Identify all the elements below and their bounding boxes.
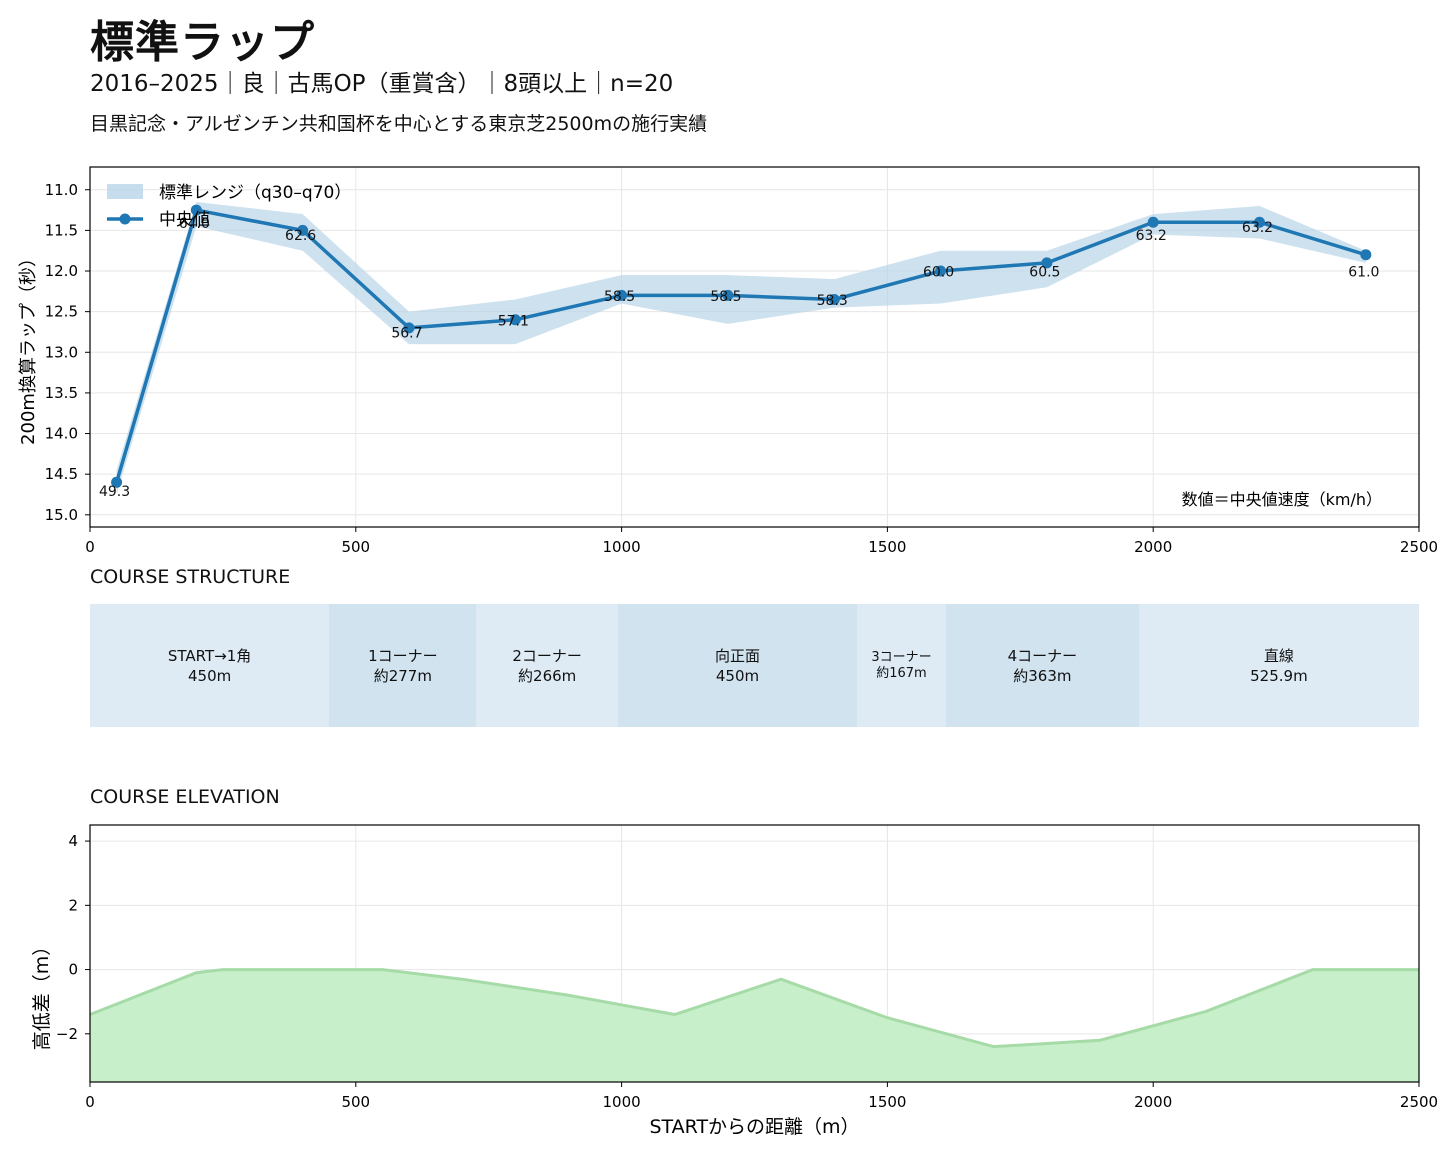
elev-y-axis-label: 高低差（m） [31, 937, 53, 1051]
lap-median-point [1041, 257, 1053, 269]
lap-ytick-label: 15.0 [45, 506, 78, 524]
course-segment: 1コーナー 約277m [329, 604, 477, 727]
elev-ytick-label: 2 [68, 896, 78, 914]
lap-y-axis-label: 200m換算ラップ（秒） [18, 249, 39, 445]
elev-xtick-label: 1500 [868, 1093, 906, 1111]
lap-median-point [616, 289, 628, 301]
lap-ytick-label: 14.0 [45, 425, 78, 443]
elev-xtick-label: 2000 [1134, 1093, 1172, 1111]
legend-band-label: 標準レンジ（q30–q70） [159, 183, 351, 203]
course-segment-name: 3コーナー [871, 649, 932, 665]
lap-xtick-label: 2500 [1400, 538, 1438, 556]
course-elevation-label: COURSE ELEVATION [90, 786, 280, 808]
course-structure-label: COURSE STRUCTURE [90, 566, 291, 588]
elevation-area [90, 969, 1419, 1082]
lap-ytick-label: 12.0 [45, 262, 78, 280]
lap-median-point [111, 476, 123, 488]
lap-ytick-label: 11.5 [45, 221, 78, 239]
elev-xtick-label: 500 [341, 1093, 370, 1111]
lap-xtick-label: 2000 [1134, 538, 1172, 556]
elev-ytick-label: 4 [68, 832, 78, 850]
course-segment: 向正面 450m [617, 604, 858, 727]
legend-median-label: 中央値 [159, 210, 210, 230]
page-description: 目黒記念・アルゼンチン共和国杯を中心とする東京芝2500mの施行実績 [90, 113, 708, 135]
lap-median-point [1254, 216, 1266, 228]
course-segment-length: 450m [187, 666, 232, 685]
lap-xtick-label: 1000 [603, 538, 641, 556]
elev-xtick-label: 0 [85, 1093, 95, 1111]
course-segment-name: 直線 [1263, 646, 1294, 665]
lap-speed-label: 49.3 [99, 484, 130, 500]
lap-speed-label: 58.5 [604, 289, 635, 305]
lap-median-point [509, 314, 521, 326]
elev-xtick-label: 2500 [1400, 1093, 1438, 1111]
course-segment-length: 450m [715, 666, 760, 685]
lap-speed-label: 60.5 [1029, 265, 1060, 281]
lap-median-point [1147, 216, 1159, 228]
legend-band-swatch [107, 184, 143, 199]
lap-median-point [935, 265, 947, 277]
lap-speed-label: 64.0 [179, 216, 210, 232]
lap-speed-label: 63.2 [1242, 220, 1273, 236]
lap-ytick-label: 13.5 [45, 384, 78, 402]
lap-speed-label: 61.0 [1348, 265, 1379, 281]
lap-plot-frame [89, 166, 1420, 528]
lap-ytick-label: 14.5 [45, 465, 78, 483]
lap-speed-label: 57.1 [498, 313, 529, 329]
lap-median-point [828, 293, 840, 305]
lap-xtick-label: 1500 [868, 538, 906, 556]
elevation-line [89, 968, 1419, 1049]
course-segment-length: 約167m [876, 665, 927, 681]
lap-speed-label: 56.7 [391, 326, 422, 342]
lap-q30-q70-band [116, 201, 1366, 495]
lap-median-point [403, 322, 415, 334]
speed-unit-annotation: 数値＝中央値速度（km/h） [1182, 490, 1382, 509]
lap-median-point [722, 289, 734, 301]
lap-speed-label: 58.3 [817, 293, 848, 309]
lap-speed-label: 60.0 [923, 265, 954, 281]
legend-median-marker [119, 213, 131, 225]
elev-xtick-label: 1000 [603, 1093, 641, 1111]
elev-x-axis-label: STARTからの距離（m） [649, 1116, 859, 1138]
course-segment-length: 約266m [518, 666, 577, 685]
page-subtitle: 2016–2025｜良｜古馬OP（重賞含）｜8頭以上｜n=20 [90, 71, 674, 97]
lap-median-point [297, 224, 309, 236]
page-title: 標準ラップ [90, 17, 315, 68]
lap-ytick-label: 11.0 [45, 181, 78, 199]
course-segment: 直線 525.9m [1138, 604, 1419, 727]
course-segment-length: 約363m [1013, 666, 1072, 685]
elev-ytick-label: −2 [56, 1025, 78, 1043]
course-segment-name: 向正面 [714, 646, 760, 665]
course-segment-name: 2コーナー [512, 646, 582, 665]
lap-speed-label: 62.6 [285, 228, 316, 244]
course-segment: START→1角 450m [90, 604, 330, 727]
lap-ytick-label: 13.0 [45, 343, 78, 361]
lap-median-point [1360, 249, 1372, 261]
course-segment: 4コーナー 約363m [945, 604, 1139, 727]
course-segment: 3コーナー 約167m [857, 604, 946, 727]
course-segment-name: 4コーナー [1007, 646, 1078, 665]
elev-plot-frame [89, 824, 1420, 1083]
course-segment-name: START→1角 [167, 646, 252, 665]
course-segment-length: 約277m [373, 666, 432, 685]
course-segment-name: 1コーナー [368, 646, 438, 665]
lap-xtick-label: 500 [341, 538, 370, 556]
lap-xtick-label: 0 [85, 538, 95, 556]
elev-ytick-label: 0 [68, 961, 78, 979]
lap-median-point [190, 204, 202, 216]
course-segment-length: 525.9m [1250, 666, 1308, 685]
course-segment: 2コーナー 約266m [476, 604, 618, 727]
lap-speed-label: 58.5 [710, 289, 741, 305]
lap-speed-label: 63.2 [1136, 228, 1167, 244]
lap-ytick-label: 12.5 [45, 303, 78, 321]
